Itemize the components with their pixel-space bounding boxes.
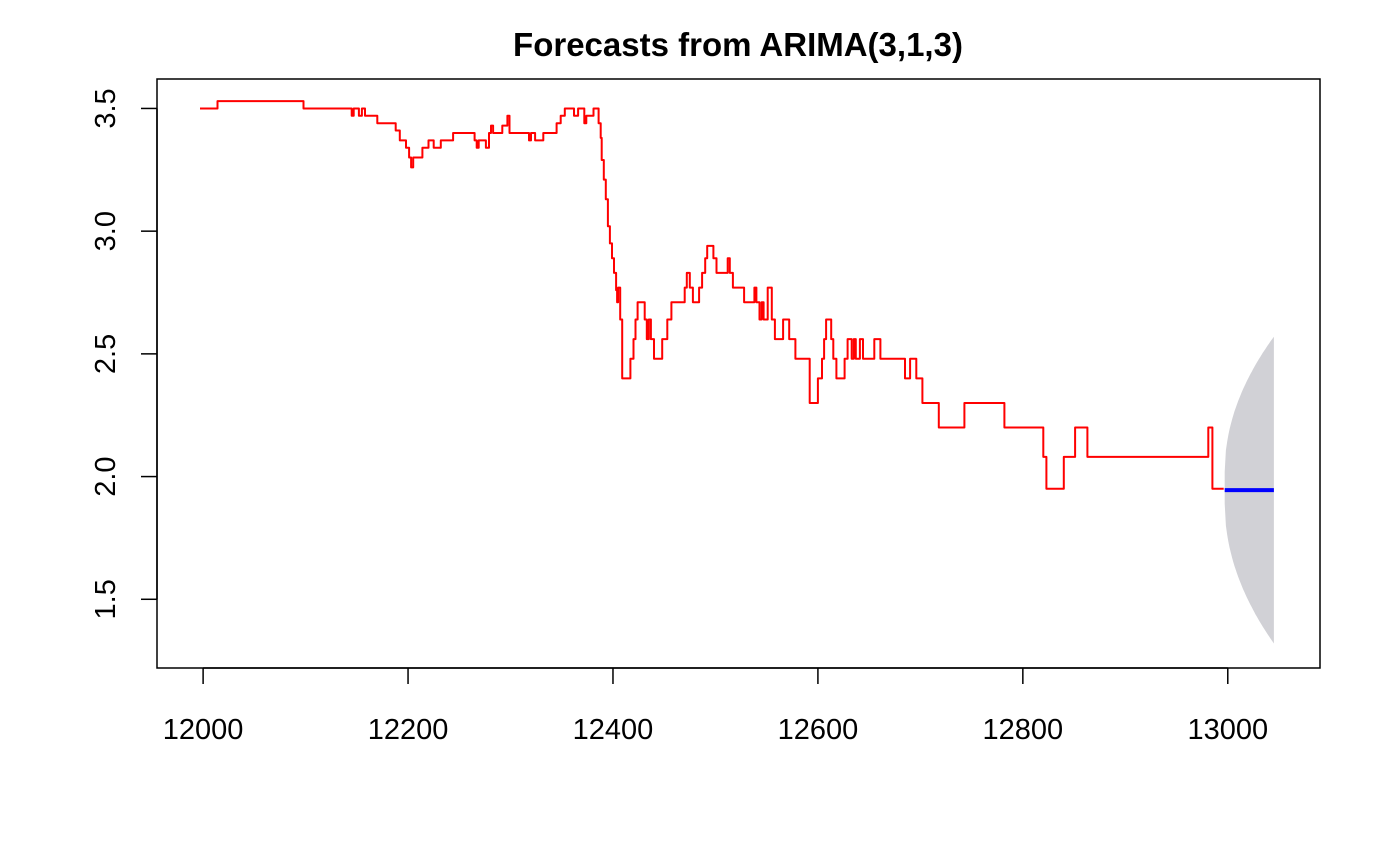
observed-series-line bbox=[200, 100, 1224, 490]
y-axis: 1.5 2.0 2.5 3.0 3.5 bbox=[90, 88, 158, 619]
chart-title: Forecasts from ARIMA(3,1,3) bbox=[513, 26, 963, 63]
x-tick-label: 12400 bbox=[573, 714, 654, 746]
y-tick-label: 3.0 bbox=[90, 211, 122, 251]
y-tick-label: 3.5 bbox=[90, 88, 122, 128]
y-tick-label: 2.5 bbox=[90, 334, 122, 374]
x-axis: 12000 12200 12400 12600 12800 13000 bbox=[163, 667, 1268, 746]
x-tick-label: 13000 bbox=[1187, 714, 1268, 746]
x-tick-label: 12200 bbox=[368, 714, 449, 746]
x-tick-label: 12000 bbox=[163, 714, 244, 746]
y-tick-label: 2.0 bbox=[90, 456, 122, 496]
series-layer bbox=[200, 100, 1274, 493]
y-tick-label: 1.5 bbox=[90, 579, 122, 619]
x-tick-label: 12800 bbox=[983, 714, 1064, 746]
x-tick-label: 12600 bbox=[778, 714, 859, 746]
